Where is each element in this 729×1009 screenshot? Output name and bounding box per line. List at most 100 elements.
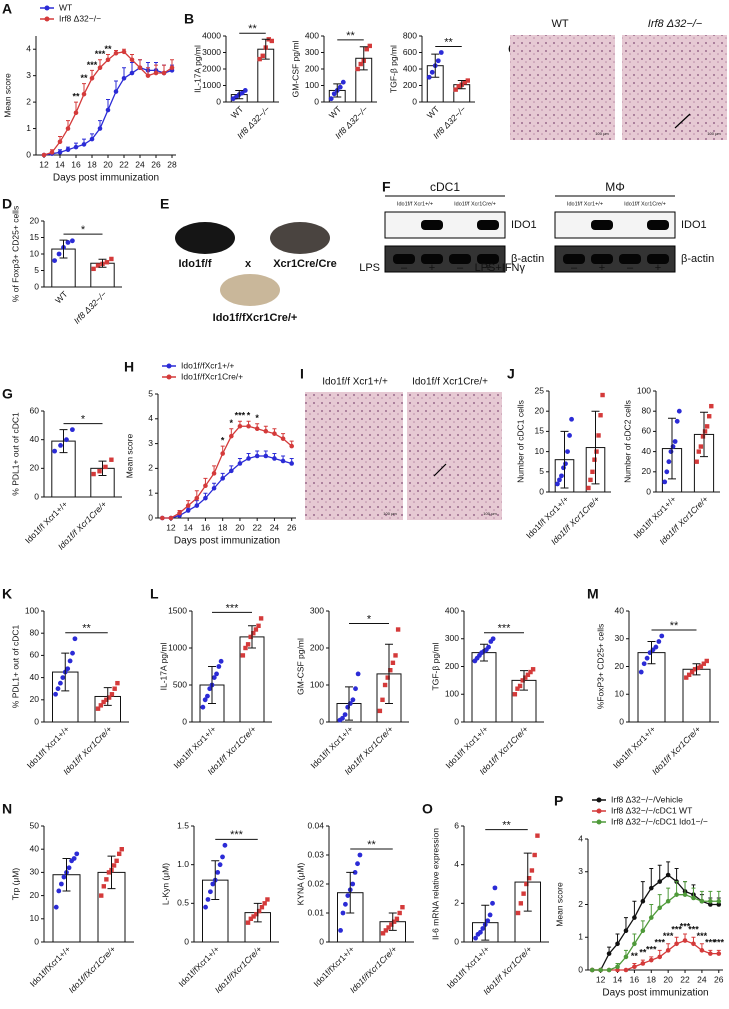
data-point bbox=[214, 671, 219, 677]
data-point bbox=[657, 879, 663, 884]
data-point bbox=[269, 38, 274, 44]
data-point bbox=[606, 951, 612, 956]
data-point bbox=[129, 70, 135, 76]
data-point bbox=[515, 686, 520, 691]
y-tick-label: 0.03 bbox=[307, 849, 324, 859]
histology-image bbox=[622, 35, 727, 140]
data-point bbox=[113, 89, 119, 94]
data-point bbox=[358, 61, 363, 67]
y-tick-label: 0 bbox=[646, 486, 651, 496]
data-point bbox=[337, 84, 343, 90]
y-tick-label: 15 bbox=[30, 232, 40, 242]
data-point bbox=[465, 78, 470, 83]
panel-letter: K bbox=[2, 586, 12, 602]
panel-letter: M bbox=[587, 586, 599, 602]
data-point bbox=[111, 863, 117, 868]
significance-label: ** bbox=[670, 620, 679, 632]
y-tick-label: 2 bbox=[148, 463, 153, 473]
significance-label: *** bbox=[680, 921, 691, 931]
data-point bbox=[74, 851, 80, 857]
data-point bbox=[674, 892, 679, 897]
x-axis-label: Days post immunization bbox=[602, 988, 708, 999]
band bbox=[647, 220, 669, 230]
data-point bbox=[71, 856, 77, 861]
y-axis-label: Mean score bbox=[124, 434, 134, 479]
y-tick-label: 15 bbox=[535, 426, 545, 436]
y-tick-label: 5 bbox=[148, 388, 153, 398]
data-point bbox=[385, 675, 390, 680]
y-tick-label: 100 bbox=[25, 605, 39, 615]
x-tick-label: Ido1f/f Xcr1+/+ bbox=[611, 724, 658, 771]
data-point bbox=[220, 476, 225, 481]
data-point bbox=[400, 905, 405, 910]
data-point bbox=[194, 495, 200, 501]
data-point bbox=[350, 881, 356, 887]
treatment-sign: + bbox=[599, 262, 605, 274]
data-point bbox=[456, 84, 461, 89]
data-point bbox=[256, 908, 262, 914]
significance-label: *** bbox=[235, 411, 246, 421]
data-point bbox=[245, 642, 251, 647]
significance-label: *** bbox=[671, 925, 682, 935]
band bbox=[477, 254, 499, 264]
data-point bbox=[251, 631, 256, 636]
y-tick-label: 0 bbox=[412, 96, 417, 106]
data-point bbox=[113, 50, 119, 56]
data-point bbox=[203, 904, 208, 910]
error-bar bbox=[481, 904, 490, 941]
data-point bbox=[211, 471, 217, 476]
data-point bbox=[473, 935, 478, 941]
data-point bbox=[185, 503, 191, 508]
error-bar bbox=[59, 239, 68, 259]
legend-label: Irf8 Δ32−/−/Vehicle bbox=[611, 794, 683, 804]
data-point bbox=[596, 433, 601, 438]
y-tick-label: 0 bbox=[619, 716, 624, 726]
y-tick-label: 20 bbox=[642, 466, 652, 476]
x-tick-label: WT bbox=[229, 104, 245, 120]
data-point bbox=[340, 715, 345, 721]
data-point bbox=[248, 916, 254, 921]
data-point bbox=[240, 653, 246, 658]
data-point bbox=[289, 461, 294, 466]
data-point bbox=[65, 240, 71, 245]
data-point bbox=[716, 902, 722, 907]
error-bar bbox=[103, 687, 112, 706]
x-tick-label: 14 bbox=[183, 522, 193, 532]
data-point bbox=[664, 469, 670, 475]
error-bar bbox=[211, 860, 220, 900]
y-tick-label: 3 bbox=[148, 438, 153, 448]
data-point bbox=[487, 912, 493, 918]
data-point bbox=[101, 884, 107, 889]
band-label: β-actin bbox=[681, 253, 714, 265]
scale-label: 100 μm bbox=[483, 511, 497, 516]
y-tick-label: 10 bbox=[535, 446, 545, 456]
band bbox=[591, 220, 613, 230]
x-tick-label: WT bbox=[53, 289, 69, 305]
data-point bbox=[202, 697, 208, 703]
data-point bbox=[254, 453, 260, 459]
data-point bbox=[380, 931, 386, 936]
error-bar bbox=[107, 855, 116, 890]
data-point bbox=[492, 885, 498, 891]
data-point bbox=[377, 708, 383, 714]
data-point bbox=[328, 96, 334, 102]
panel-letter: N bbox=[2, 801, 12, 817]
y-tick-label: 25 bbox=[535, 385, 545, 395]
blot-title: cDC1 bbox=[430, 180, 460, 194]
y-tick-label: 30 bbox=[30, 867, 40, 877]
significance-label: ** bbox=[346, 30, 355, 42]
data-point bbox=[676, 408, 682, 414]
data-point bbox=[526, 876, 532, 881]
x-tick-label: 22 bbox=[252, 522, 262, 532]
y-tick-label: 5 bbox=[34, 265, 39, 275]
x-tick-label: WT bbox=[327, 104, 343, 120]
data-point bbox=[220, 451, 225, 456]
y-tick-label: 400 bbox=[403, 63, 417, 73]
x-tick-label: 16 bbox=[201, 522, 211, 532]
error-bar bbox=[692, 663, 701, 676]
data-point bbox=[632, 915, 637, 920]
y-tick-label: 200 bbox=[310, 642, 324, 652]
y-tick-label: 50 bbox=[30, 820, 40, 830]
data-point bbox=[438, 50, 444, 55]
data-point bbox=[73, 110, 79, 115]
